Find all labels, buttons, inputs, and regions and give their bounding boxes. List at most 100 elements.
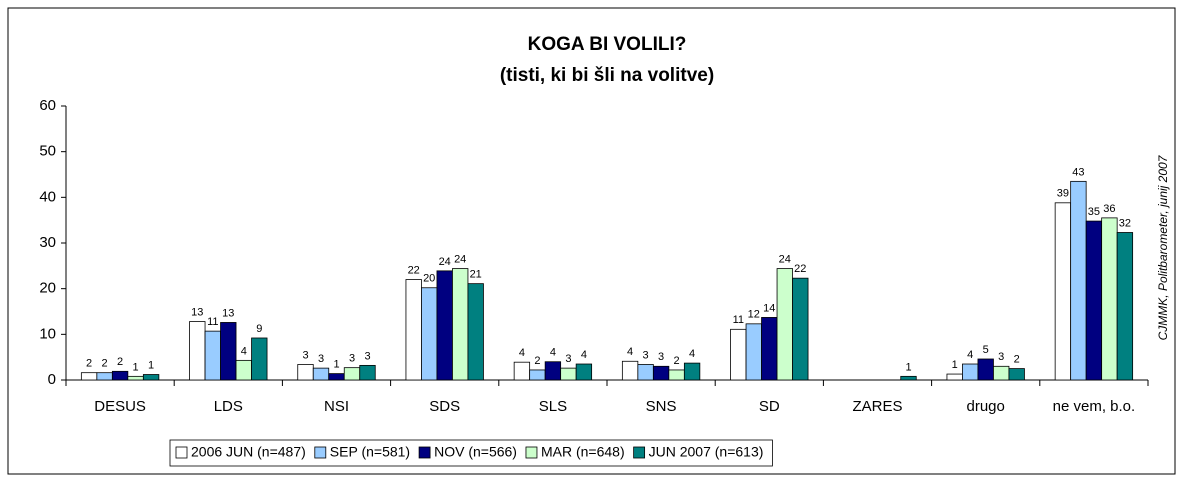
bar: [962, 363, 979, 381]
bar: [575, 363, 593, 381]
bar: [1085, 220, 1103, 381]
bar: [328, 373, 345, 381]
value-label: 24: [779, 253, 791, 265]
value-label: 4: [550, 347, 556, 359]
bar: [513, 361, 531, 381]
value-label: 24: [454, 253, 466, 265]
y-tick-label: 10: [39, 325, 56, 342]
chart-subtitle: (tisti, ki bi šli na volitve): [500, 65, 714, 86]
value-label: 36: [1103, 203, 1115, 215]
value-label: 4: [519, 347, 525, 359]
value-label: 2: [1014, 353, 1020, 365]
legend-box: [169, 439, 773, 467]
bar: [251, 337, 268, 381]
bar: [529, 369, 546, 381]
frame: [7, 7, 1176, 475]
value-label: 4: [241, 345, 247, 357]
legend-swatch: [525, 446, 538, 459]
bar: [668, 369, 685, 381]
bar: [683, 362, 701, 381]
value-label: 4: [581, 349, 587, 361]
value-label: 21: [470, 269, 482, 281]
y-tick-label: 40: [39, 188, 56, 205]
bar: [142, 374, 160, 381]
bar: [730, 328, 747, 381]
value-label: 2: [102, 358, 108, 370]
x-tick-label: SNS: [646, 398, 677, 415]
value-label: 9: [256, 323, 262, 335]
value-label: 2: [674, 355, 680, 367]
bar: [1008, 368, 1025, 381]
y-tick-label: 20: [39, 280, 56, 297]
bar: [1054, 202, 1072, 381]
x-tick-label: DESUS: [94, 398, 146, 415]
value-label: 13: [222, 307, 234, 319]
bar: [127, 375, 144, 381]
value-label: 5: [983, 344, 989, 356]
value-label: 4: [967, 349, 973, 361]
value-label: 43: [1072, 166, 1084, 178]
value-label: 2: [534, 355, 540, 367]
legend-label: SEP (n=581): [330, 444, 410, 460]
chart-title: KOGA BI VOLILI?: [528, 34, 687, 55]
legend-swatch: [633, 446, 646, 459]
bar: [761, 317, 778, 381]
value-label: 22: [794, 263, 806, 275]
bar: [436, 270, 453, 381]
value-label: 39: [1057, 188, 1069, 200]
value-label: 3: [302, 349, 308, 361]
x-tick-label: SDS: [429, 398, 460, 415]
value-label: 3: [318, 353, 324, 365]
y-tick-label: 50: [39, 143, 56, 160]
legend-label: 2006 JUN (n=487): [191, 444, 306, 460]
value-label: 3: [349, 353, 355, 365]
value-label: 1: [148, 359, 154, 371]
bar: [544, 361, 562, 381]
bar: [312, 367, 330, 381]
bar: [792, 277, 809, 381]
bar: [343, 367, 361, 381]
bar: [405, 279, 422, 381]
bar: [1101, 217, 1118, 381]
x-tick-label: ne vem, b.o.: [1053, 398, 1136, 415]
bar: [80, 372, 98, 381]
bar: [111, 370, 129, 381]
x-tick-label: SLS: [539, 398, 567, 415]
x-tick-label: LDS: [214, 398, 243, 415]
value-label: 13: [191, 306, 203, 318]
value-label: 3: [643, 349, 649, 361]
bar: [220, 322, 237, 381]
value-label: 11: [207, 316, 218, 328]
legend-label: JUN 2007 (n=613): [649, 444, 764, 460]
value-label: 4: [627, 346, 633, 358]
legend-swatch: [314, 446, 327, 459]
value-label: 1: [952, 359, 958, 371]
bar: [900, 375, 917, 381]
bar: [637, 364, 654, 381]
bar: [745, 323, 762, 381]
bar: [993, 365, 1010, 381]
bar: [1116, 232, 1134, 381]
value-label: 3: [998, 351, 1004, 363]
x-tick-label: NSI: [324, 398, 349, 415]
value-label: 3: [364, 350, 370, 362]
value-label: 22: [408, 264, 420, 276]
bar: [1070, 180, 1087, 381]
bar: [467, 283, 484, 381]
y-tick-label: 30: [39, 234, 56, 251]
bar: [977, 358, 994, 381]
source-note: CJMMK, Politbarometer, junij 2007: [1156, 154, 1170, 340]
value-label: 3: [565, 353, 571, 365]
x-tick-label: drugo: [967, 398, 1005, 415]
bar: [621, 360, 639, 381]
value-label: 2: [117, 356, 123, 368]
value-label: 4: [689, 348, 695, 360]
legend-label: MAR (n=648): [541, 444, 625, 460]
bar: [297, 364, 314, 381]
value-label: 35: [1088, 206, 1100, 218]
bar: [204, 330, 221, 381]
value-label: 11: [733, 314, 744, 326]
value-label: 32: [1119, 217, 1131, 229]
bar: [946, 373, 963, 381]
